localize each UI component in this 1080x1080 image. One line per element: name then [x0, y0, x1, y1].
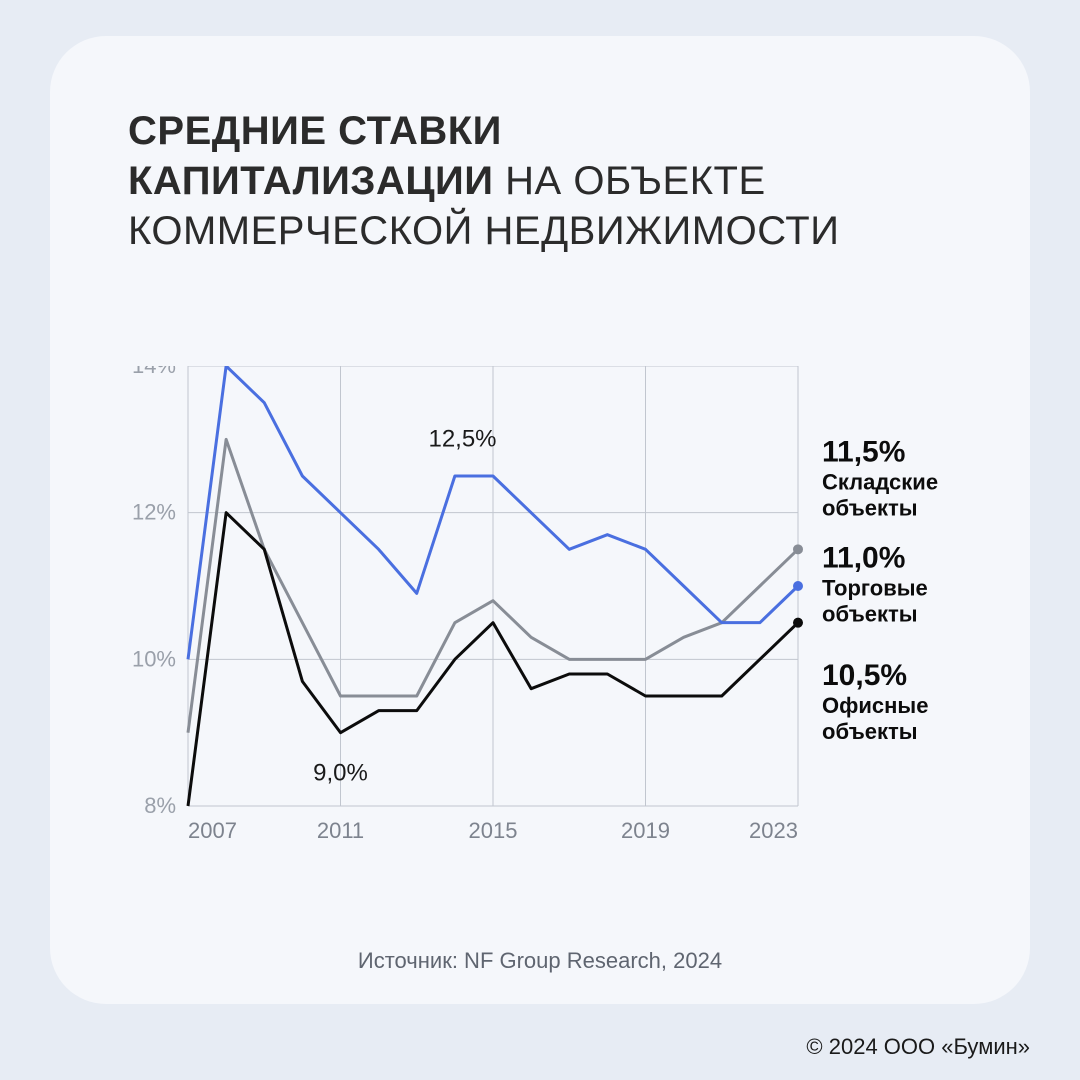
chart-annotation: 9,0%	[313, 759, 368, 786]
legend-label-warehouse: объекты	[822, 495, 918, 520]
x-axis-label: 2007	[188, 818, 237, 843]
page-title: СРЕДНИЕ СТАВКИ КАПИТАЛИЗАЦИИ НА ОБЪЕКТЕ …	[128, 106, 839, 256]
legend-value-office: 10,5%	[822, 659, 907, 692]
title-light-2: НА ОБЪЕКТЕ	[494, 159, 766, 203]
series-end-marker-retail	[793, 581, 803, 591]
legend-value-retail: 11,0%	[822, 542, 905, 575]
x-axis-label: 2023	[749, 818, 798, 843]
y-axis-label: 8%	[144, 793, 176, 818]
series-end-marker-office	[793, 618, 803, 628]
chart-annotation: 12,5%	[428, 426, 496, 453]
legend-label-office: объекты	[822, 719, 918, 744]
legend-label-retail: Торговые	[822, 576, 928, 601]
y-axis-label: 10%	[132, 646, 176, 671]
y-axis-label: 12%	[132, 500, 176, 525]
x-axis-label: 2015	[469, 818, 518, 843]
source-text: Источник: NF Group Research, 2024	[50, 948, 1030, 974]
series-end-marker-warehouse	[793, 544, 803, 554]
title-light-3: КОММЕРЧЕСКОЙ НЕДВИЖИМОСТИ	[128, 209, 839, 253]
line-chart-svg: 8% 10% 12% 14% 2007 2011 2015 2019 2023 12,5% 9,0%…	[128, 366, 1028, 886]
title-bold-1: СРЕДНИЕ СТАВКИ	[128, 109, 502, 153]
card: СРЕДНИЕ СТАВКИ КАПИТАЛИЗАЦИИ НА ОБЪЕКТЕ …	[50, 36, 1030, 1004]
chart: 8% 10% 12% 14% 2007 2011 2015 2019 2023 12,5% 9,0%…	[128, 366, 1028, 891]
copyright-text: © 2024 ООО «Бумин»	[806, 1034, 1030, 1060]
legend-label-office: Офисные	[822, 693, 928, 718]
x-axis-label: 2011	[317, 818, 364, 843]
legend-label-warehouse: Складские	[822, 469, 938, 494]
legend-label-retail: объекты	[822, 602, 918, 627]
legend-value-warehouse: 11,5%	[822, 435, 905, 468]
x-axis-label: 2019	[621, 818, 670, 843]
title-bold-2: КАПИТАЛИЗАЦИИ	[128, 159, 494, 203]
y-axis-label: 14%	[132, 366, 176, 378]
